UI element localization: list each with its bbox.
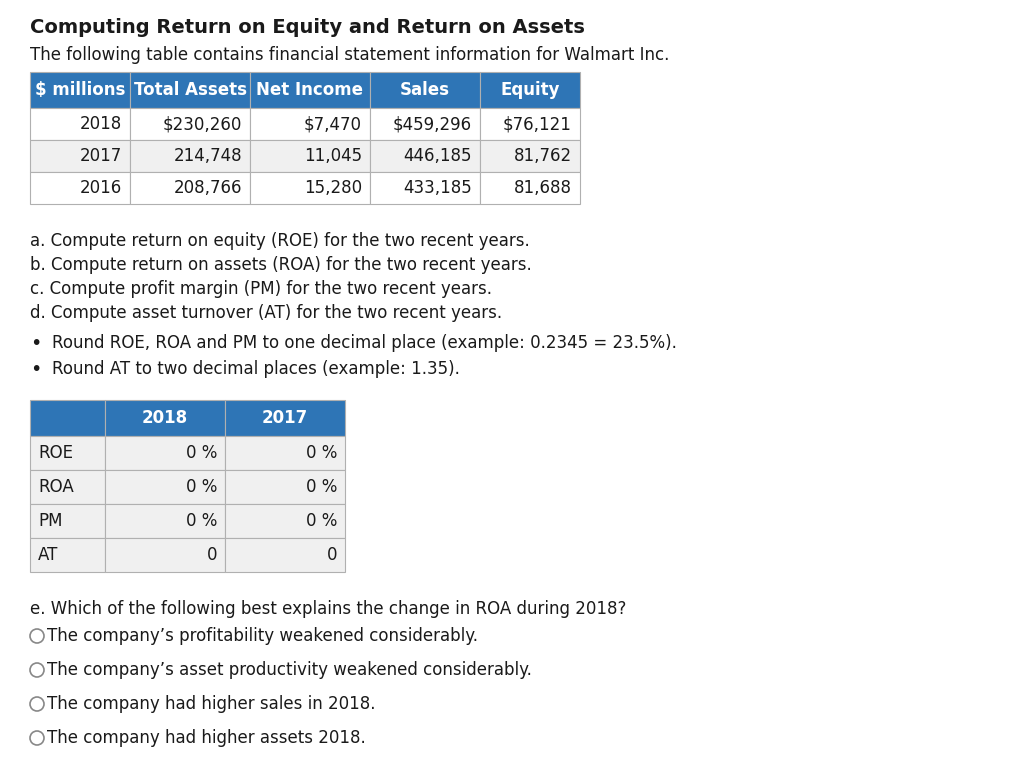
Text: ROA: ROA — [38, 478, 74, 496]
Text: 11,045: 11,045 — [304, 147, 362, 165]
Bar — [130, 140, 250, 172]
Text: •: • — [30, 334, 41, 353]
Bar — [225, 436, 345, 470]
Bar — [30, 400, 105, 436]
Bar — [480, 108, 580, 140]
Text: b. Compute return on assets (ROA) for the two recent years.: b. Compute return on assets (ROA) for th… — [30, 256, 531, 274]
Text: The company’s profitability weakened considerably.: The company’s profitability weakened con… — [47, 627, 478, 645]
Text: 15,280: 15,280 — [304, 179, 362, 197]
Text: ROE: ROE — [38, 444, 73, 462]
Text: 81,762: 81,762 — [514, 147, 572, 165]
Text: The company had higher assets 2018.: The company had higher assets 2018. — [47, 729, 366, 747]
Bar — [130, 72, 250, 108]
Text: 2016: 2016 — [80, 179, 122, 197]
Text: 2018: 2018 — [80, 115, 122, 133]
Text: 0: 0 — [207, 546, 217, 564]
Bar — [30, 172, 130, 204]
Text: 81,688: 81,688 — [514, 179, 572, 197]
Text: 0 %: 0 % — [305, 478, 337, 496]
Text: Total Assets: Total Assets — [133, 81, 247, 99]
Text: 0: 0 — [327, 546, 337, 564]
Text: 0 %: 0 % — [185, 478, 217, 496]
Text: PM: PM — [38, 512, 62, 530]
Bar — [105, 400, 225, 436]
Bar — [130, 172, 250, 204]
Text: e. Which of the following best explains the change in ROA during 2018?: e. Which of the following best explains … — [30, 600, 627, 618]
Text: The company’s asset productivity weakened considerably.: The company’s asset productivity weakene… — [47, 661, 531, 679]
Text: 0 %: 0 % — [185, 512, 217, 530]
Text: 0 %: 0 % — [185, 444, 217, 462]
Bar — [30, 436, 105, 470]
Text: $7,470: $7,470 — [304, 115, 362, 133]
Text: 0 %: 0 % — [305, 512, 337, 530]
Text: c. Compute profit margin (PM) for the two recent years.: c. Compute profit margin (PM) for the tw… — [30, 280, 492, 298]
Bar — [130, 108, 250, 140]
Bar — [30, 538, 105, 572]
Bar — [250, 72, 370, 108]
Bar — [30, 140, 130, 172]
Bar — [370, 108, 480, 140]
Text: $230,260: $230,260 — [163, 115, 242, 133]
Bar — [105, 538, 225, 572]
Bar — [250, 172, 370, 204]
Bar — [225, 470, 345, 504]
Text: Computing Return on Equity and Return on Assets: Computing Return on Equity and Return on… — [30, 18, 585, 37]
Bar — [225, 504, 345, 538]
Bar — [250, 140, 370, 172]
Bar — [225, 538, 345, 572]
Text: 433,185: 433,185 — [403, 179, 472, 197]
Text: $459,296: $459,296 — [393, 115, 472, 133]
Bar — [480, 172, 580, 204]
Text: AT: AT — [38, 546, 58, 564]
Text: Round AT to two decimal places (example: 1.35).: Round AT to two decimal places (example:… — [52, 360, 460, 378]
Text: 2017: 2017 — [262, 409, 308, 427]
Text: 214,748: 214,748 — [173, 147, 242, 165]
Bar — [105, 436, 225, 470]
Text: $76,121: $76,121 — [503, 115, 572, 133]
Bar — [105, 470, 225, 504]
Text: 208,766: 208,766 — [173, 179, 242, 197]
Text: Sales: Sales — [400, 81, 450, 99]
Text: d. Compute asset turnover (AT) for the two recent years.: d. Compute asset turnover (AT) for the t… — [30, 304, 502, 322]
Text: Round ROE, ROA and PM to one decimal place (example: 0.2345 = 23.5%).: Round ROE, ROA and PM to one decimal pla… — [52, 334, 677, 352]
Text: $ millions: $ millions — [35, 81, 125, 99]
Text: Net Income: Net Income — [256, 81, 364, 99]
Bar — [30, 504, 105, 538]
Bar — [30, 72, 130, 108]
Bar — [480, 140, 580, 172]
Text: 2017: 2017 — [80, 147, 122, 165]
Bar — [105, 504, 225, 538]
Text: 0 %: 0 % — [305, 444, 337, 462]
Bar — [370, 72, 480, 108]
Bar — [30, 470, 105, 504]
Text: The following table contains financial statement information for Walmart Inc.: The following table contains financial s… — [30, 46, 670, 64]
Text: 446,185: 446,185 — [403, 147, 472, 165]
Text: •: • — [30, 360, 41, 379]
Bar — [370, 172, 480, 204]
Text: The company had higher sales in 2018.: The company had higher sales in 2018. — [47, 695, 376, 713]
Bar — [225, 400, 345, 436]
Bar — [370, 140, 480, 172]
Text: Equity: Equity — [501, 81, 560, 99]
Bar — [250, 108, 370, 140]
Bar — [480, 72, 580, 108]
Bar — [30, 108, 130, 140]
Text: a. Compute return on equity (ROE) for the two recent years.: a. Compute return on equity (ROE) for th… — [30, 232, 529, 250]
Text: 2018: 2018 — [142, 409, 188, 427]
